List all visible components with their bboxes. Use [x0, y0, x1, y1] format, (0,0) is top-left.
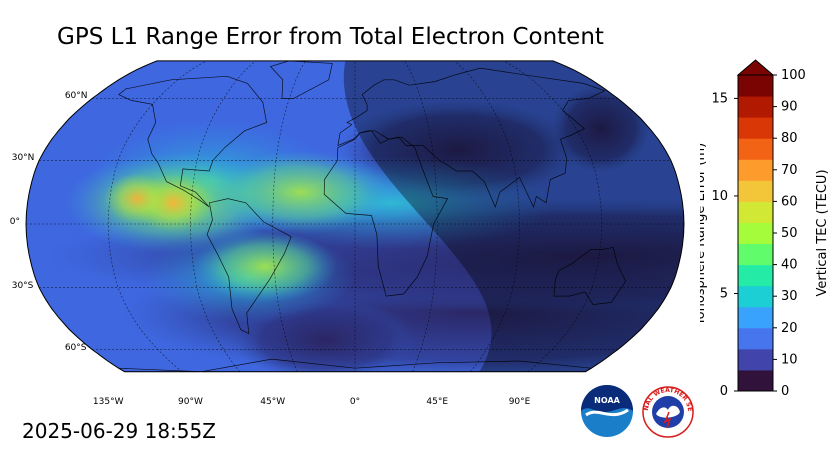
- colorbar-segment: [738, 327, 773, 350]
- range-error-tick-label: 5: [720, 286, 728, 301]
- lat-label: 30°N: [11, 153, 35, 164]
- lat-label: 60°N: [64, 91, 88, 102]
- colorbar-segment: [738, 180, 773, 202]
- noaa-logo: NOAA: [581, 385, 633, 437]
- tec-map: [25, 60, 685, 373]
- lon-label: 135°W: [92, 397, 124, 407]
- lon-label: 45°E: [426, 397, 449, 407]
- colorbar-segment: [738, 369, 773, 392]
- tec-tick-label: 10: [781, 352, 798, 367]
- colorbar-segment: [738, 138, 773, 160]
- lon-label: 90°E: [508, 397, 531, 407]
- colorbar-segment: [738, 159, 773, 181]
- tec-tick-label: 20: [781, 321, 798, 336]
- night-side-shading: [343, 60, 684, 372]
- range-error-tick-label: 15: [711, 91, 728, 106]
- lon-label: 0°: [349, 397, 361, 407]
- colorbar: 0 5 10 15 0 10 20 30 40 50 60 70 80 90 100 Ionosphere…: [700, 59, 830, 399]
- lat-label: 60°S: [64, 342, 87, 353]
- range-error-tick-label: 10: [711, 189, 728, 204]
- colorbar-segment: [738, 264, 773, 287]
- colorbar-segment: [738, 306, 773, 329]
- colorbar-extend-arrow: [736, 59, 775, 76]
- tec-tick-label: 70: [781, 163, 798, 178]
- tec-tick-label: 80: [781, 131, 798, 146]
- noaa-logo-text: NOAA: [594, 396, 620, 405]
- colorbar-segment: [738, 75, 773, 97]
- colorbar-segment: [738, 348, 773, 371]
- range-error-tick-label: 0: [720, 384, 728, 399]
- page-title: GPS L1 Range Error from Total Electron C…: [57, 24, 604, 50]
- tec-axis-title: Vertical TEC (TECU): [815, 169, 830, 296]
- tec-tick-label: 60: [781, 194, 798, 209]
- lon-label: 90°W: [178, 397, 203, 407]
- colorbar-segment: [738, 285, 773, 308]
- timestamp: 2025-06-29 18:55Z: [22, 419, 216, 443]
- nws-logo: NATIONAL WEATHER SERVICE: [639, 384, 694, 438]
- tec-tick-label: 30: [781, 289, 798, 304]
- colorbar-segment: [738, 117, 773, 139]
- tec-tick-label: 90: [781, 100, 798, 115]
- globe-outline: [25, 60, 685, 373]
- lon-label: 45°W: [260, 397, 286, 407]
- colorbar-segment: [738, 96, 773, 118]
- lat-label: 30°S: [11, 280, 34, 291]
- colorbar-segment: [738, 222, 773, 245]
- graticule: [26, 60, 684, 372]
- colorbar-segment: [738, 243, 773, 266]
- range-error-axis-title: Ionosphere Range Error (m): [700, 143, 708, 323]
- agency-logos: NOAA NATIONAL WEATHER SERVICE: [581, 384, 694, 438]
- colorbar-segment: [738, 201, 773, 223]
- tec-tick-label: 100: [781, 68, 806, 83]
- tec-tick-label: 40: [781, 258, 798, 273]
- tec-tick-label: 0: [781, 384, 789, 399]
- tec-tick-label: 50: [781, 226, 798, 241]
- lat-label: 0°: [9, 217, 20, 227]
